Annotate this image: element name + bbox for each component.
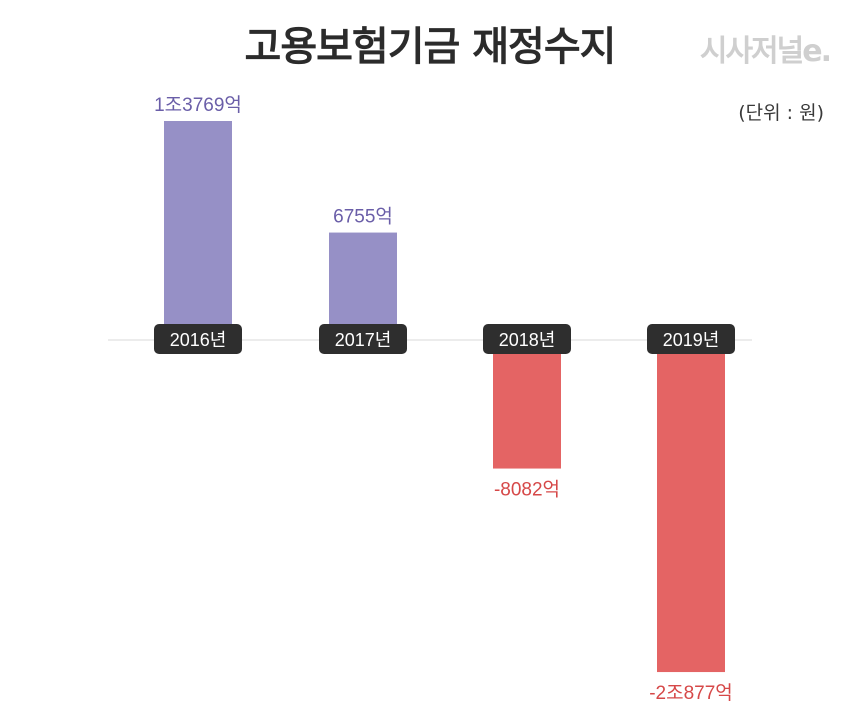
year-pill-1 — [319, 324, 407, 354]
data-label-0: 1조3769억 — [154, 94, 242, 116]
year-pill-2 — [483, 324, 571, 354]
x-tick-label-2: 2018년 — [499, 330, 556, 350]
data-label-2: -8082억 — [494, 479, 560, 501]
data-label-1: 6755억 — [333, 206, 393, 228]
year-pill-3 — [647, 324, 735, 354]
bar-2 — [493, 340, 561, 469]
bar-1 — [329, 232, 397, 340]
publisher-logo: 시사저널e. — [699, 34, 832, 69]
unit-label: (단위 : 원) — [738, 102, 824, 124]
x-tick-label-0: 2016년 — [170, 330, 227, 350]
bar-0 — [164, 121, 232, 340]
year-pill-0 — [154, 324, 242, 354]
chart-title: 고용보험기금 재정수지 — [244, 24, 617, 70]
bar-3 — [657, 340, 725, 673]
data-label-3: -2조877억 — [649, 682, 733, 704]
x-tick-label-3: 2019년 — [663, 330, 720, 350]
x-tick-label-1: 2017년 — [335, 330, 392, 350]
